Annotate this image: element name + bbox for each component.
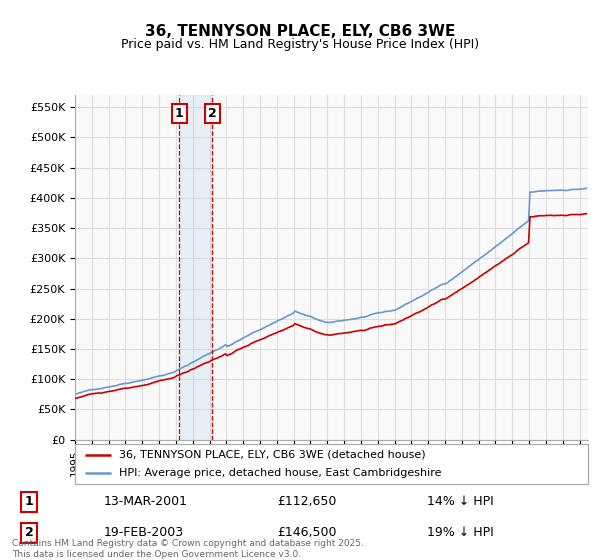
Text: 36, TENNYSON PLACE, ELY, CB6 3WE (detached house): 36, TENNYSON PLACE, ELY, CB6 3WE (detach… [119, 450, 425, 460]
Text: 2: 2 [208, 108, 217, 120]
Text: £112,650: £112,650 [277, 495, 337, 508]
Text: 19% ↓ HPI: 19% ↓ HPI [427, 526, 493, 539]
Bar [179, 95, 212, 440]
Text: Contains HM Land Registry data © Crown copyright and database right 2025.
This d: Contains HM Land Registry data © Crown c… [12, 539, 364, 559]
Text: 36, TENNYSON PLACE, ELY, CB6 3WE: 36, TENNYSON PLACE, ELY, CB6 3WE [145, 24, 455, 39]
Text: 1: 1 [25, 495, 34, 508]
Text: £146,500: £146,500 [277, 526, 337, 539]
Text: 13-MAR-2001: 13-MAR-2001 [104, 495, 188, 508]
Text: 19-FEB-2003: 19-FEB-2003 [104, 526, 184, 539]
Text: Price paid vs. HM Land Registry's House Price Index (HPI): Price paid vs. HM Land Registry's House … [121, 38, 479, 51]
Text: 14% ↓ HPI: 14% ↓ HPI [427, 495, 493, 508]
Text: 2: 2 [25, 526, 34, 539]
Text: 1: 1 [175, 108, 184, 120]
Text: HPI: Average price, detached house, East Cambridgeshire: HPI: Average price, detached house, East… [119, 468, 441, 478]
